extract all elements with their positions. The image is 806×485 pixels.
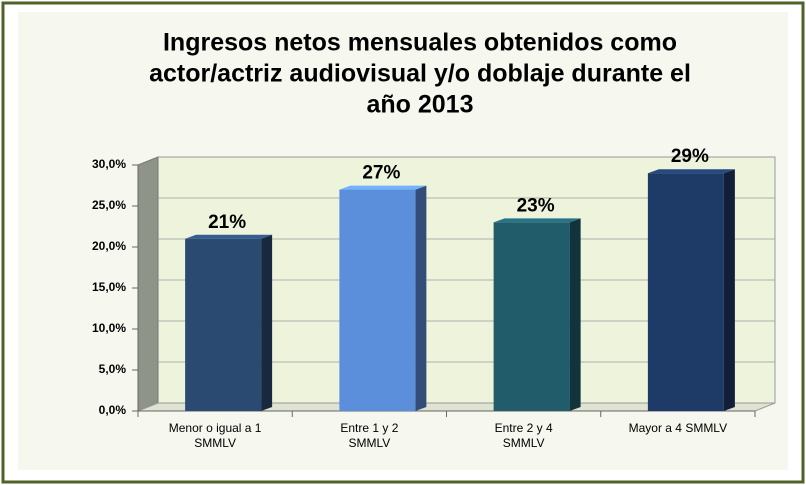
bar-side: [261, 234, 273, 411]
chart-title: año 2013: [366, 91, 473, 119]
y-tick-label: 15,0%: [92, 280, 126, 294]
y-tick-label: 5,0%: [99, 362, 127, 376]
chart-title: actor/actriz audiovisual y/o doblaje dur…: [149, 60, 691, 88]
y-tick-label: 20,0%: [92, 239, 126, 253]
bar-side: [415, 185, 427, 411]
x-tick-label: Entre 2 y 4: [495, 421, 553, 435]
y-tick-label: 30,0%: [92, 157, 126, 171]
bar-top: [647, 169, 735, 174]
x-tick-label: Entre 1 y 2: [340, 421, 398, 435]
bar: [493, 222, 570, 411]
bar: [185, 238, 262, 411]
value-label: 27%: [362, 163, 400, 184]
x-tick-label: Menor o igual a 1: [169, 421, 262, 435]
bar: [339, 189, 416, 411]
value-label: 21%: [208, 212, 246, 233]
bar-side: [723, 169, 735, 411]
chart-title: Ingresos netos mensuales obtenidos como: [163, 29, 677, 57]
value-label: 29%: [671, 146, 709, 167]
bar-top: [185, 234, 273, 239]
bar: [647, 173, 724, 411]
x-tick-label: SMMLV: [194, 436, 236, 450]
x-tick-label: SMMLV: [503, 436, 545, 450]
y-tick-label: 0,0%: [99, 403, 127, 417]
x-tick-label: Mayor a 4 SMMLV: [629, 421, 727, 435]
value-label: 23%: [517, 195, 555, 216]
bar-top: [493, 218, 581, 223]
y-tick-label: 10,0%: [92, 321, 126, 335]
bar-top: [339, 185, 427, 190]
bar-side: [569, 218, 581, 411]
side-wall: [137, 156, 159, 412]
y-tick-label: 25,0%: [92, 198, 126, 212]
x-tick-label: SMMLV: [348, 436, 390, 450]
